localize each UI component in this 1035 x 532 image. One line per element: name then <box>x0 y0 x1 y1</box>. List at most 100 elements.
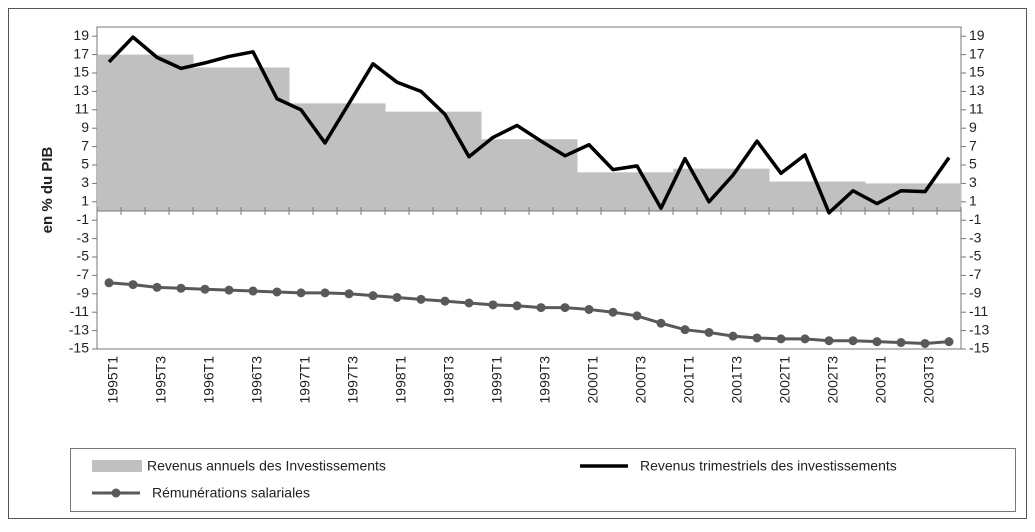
x-tick-label: 1999T1 <box>489 356 505 404</box>
x-tick-label: 1995T1 <box>105 356 121 404</box>
marker <box>128 280 138 290</box>
x-tick-label: 1997T1 <box>297 356 313 404</box>
y2-tick-label: -1 <box>969 211 982 227</box>
y2-tick-label: -13 <box>969 321 989 337</box>
x-tick-label: 1997T3 <box>345 356 361 404</box>
marker <box>248 286 258 296</box>
marker <box>512 301 522 311</box>
marker <box>680 325 690 335</box>
bar <box>337 103 362 211</box>
y-tick-label: -1 <box>77 211 90 227</box>
marker <box>872 337 882 347</box>
y-tick-label: 7 <box>81 137 89 153</box>
bar <box>505 139 530 211</box>
marker <box>488 300 498 310</box>
y2-tick-label: 3 <box>969 174 977 190</box>
y-tick-label: -3 <box>77 229 90 245</box>
y-tick-label: -7 <box>77 266 90 282</box>
marker <box>200 284 210 294</box>
marker <box>800 334 810 344</box>
bar <box>577 172 602 211</box>
marker <box>104 278 114 288</box>
bar <box>481 139 506 211</box>
marker <box>776 334 786 344</box>
bar <box>913 183 938 211</box>
y-tick-label: 19 <box>73 27 89 43</box>
bar <box>937 183 962 211</box>
y-tick-label: 1 <box>81 193 89 209</box>
marker <box>824 336 834 346</box>
bar <box>121 54 146 211</box>
bar <box>529 139 554 211</box>
legend-swatch <box>92 460 142 472</box>
y2-tick-label: 9 <box>969 119 977 135</box>
y2-tick-label: 19 <box>969 27 985 43</box>
x-tick-label: 1998T3 <box>441 356 457 404</box>
bar <box>409 111 434 211</box>
y-tick-label: -11 <box>70 303 89 319</box>
marker <box>368 291 378 301</box>
x-tick-label: 2003T1 <box>873 356 889 404</box>
y-tick-label: 3 <box>81 174 89 190</box>
legend-label: Revenus trimestriels des investissements <box>640 458 897 474</box>
marker <box>560 303 570 313</box>
y-tick-label: -9 <box>77 285 90 301</box>
bar <box>217 67 242 211</box>
marker <box>344 289 354 299</box>
bar <box>97 54 122 211</box>
bar <box>193 67 218 211</box>
y2-tick-label: -7 <box>969 266 982 282</box>
y2-tick-label: -5 <box>969 248 982 264</box>
marker <box>224 285 234 295</box>
x-tick-label: 1998T1 <box>393 356 409 404</box>
y-tick-label: 17 <box>73 45 89 61</box>
marker <box>320 288 330 298</box>
legend-marker <box>111 488 121 498</box>
x-tick-label: 2000T1 <box>585 356 601 404</box>
bar <box>361 103 386 211</box>
y2-tick-label: 1 <box>969 193 977 209</box>
x-tick-label: 2001T1 <box>681 356 697 404</box>
line <box>107 35 951 215</box>
marker <box>752 333 762 343</box>
bar <box>457 111 482 211</box>
x-tick-label: 1995T3 <box>153 356 169 404</box>
bar <box>601 172 626 211</box>
y-tick-label: 11 <box>74 101 89 117</box>
marker <box>176 283 186 293</box>
y2-tick-label: 7 <box>969 137 977 153</box>
y2-tick-label: -15 <box>969 340 989 356</box>
marker <box>296 288 306 298</box>
bar <box>169 54 194 211</box>
marker <box>416 294 426 304</box>
bar <box>769 181 794 211</box>
marker <box>944 337 954 347</box>
x-tick-label: 1996T1 <box>201 356 217 404</box>
x-tick-label: 1999T3 <box>537 356 553 404</box>
y2-tick-label: -11 <box>969 303 988 319</box>
y-tick-label: 15 <box>73 64 89 80</box>
x-tick-label: 2002T1 <box>777 356 793 404</box>
bar <box>745 168 770 211</box>
x-tick-label: 2001T3 <box>729 356 745 404</box>
y2-tick-label: 11 <box>969 101 984 117</box>
bar <box>889 183 914 211</box>
bar <box>265 67 290 211</box>
y2-tick-label: 13 <box>969 82 985 98</box>
marker <box>272 287 282 297</box>
y2-tick-label: 17 <box>969 45 985 61</box>
marker <box>728 331 738 341</box>
y2-tick-label: -3 <box>969 229 982 245</box>
x-tick-label: 2003T3 <box>921 356 937 404</box>
marker <box>896 338 906 348</box>
bar <box>313 103 338 211</box>
bar <box>241 67 266 211</box>
y-tick-label: -5 <box>77 248 90 264</box>
legend-label: Revenus annuels des Investissements <box>147 458 386 474</box>
marker <box>440 296 450 306</box>
y-tick-label: 9 <box>81 119 89 135</box>
marker <box>464 298 474 308</box>
x-tick-label: 2000T3 <box>633 356 649 404</box>
y-tick-label: 5 <box>81 156 89 172</box>
